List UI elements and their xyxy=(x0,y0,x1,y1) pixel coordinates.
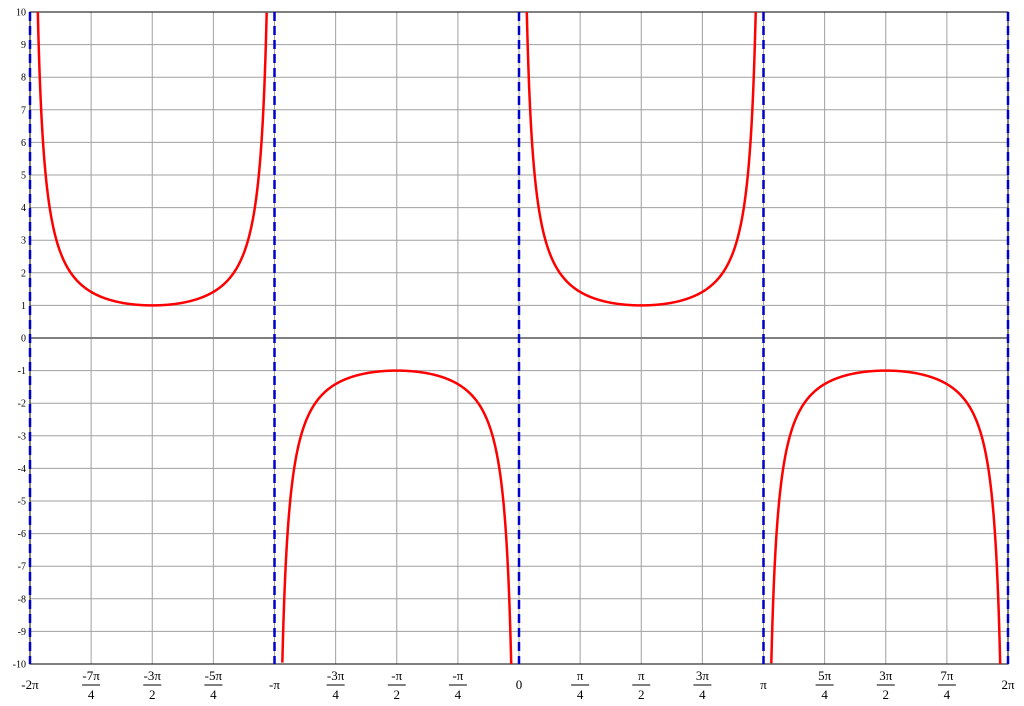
y-tick-label: 5 xyxy=(21,171,26,182)
curve xyxy=(36,11,1002,665)
x-tick-fraction: 5π4 xyxy=(815,668,834,702)
x-tick-fraction: 7π4 xyxy=(937,668,956,702)
y-tick-label: -2 xyxy=(18,399,26,410)
x-tick-fraction: 3π2 xyxy=(876,668,895,702)
y-tick-label: -1 xyxy=(18,366,26,377)
y-tick-label: -9 xyxy=(18,627,26,638)
csc-branch xyxy=(281,369,513,665)
y-tick-label: 6 xyxy=(21,138,26,149)
x-tick-fraction: -5π4 xyxy=(204,668,223,702)
x-tick-numerator: π xyxy=(577,668,584,683)
x-tick-denominator: 4 xyxy=(577,687,584,702)
x-tick-numerator: 5π xyxy=(818,668,832,683)
x-tick-numerator: 7π xyxy=(940,668,954,683)
csc-branch xyxy=(36,12,268,307)
x-tick-denominator: 2 xyxy=(638,687,645,702)
x-tick-denominator: 4 xyxy=(332,687,339,702)
x-tick-fraction: π4 xyxy=(571,668,590,702)
y-tick-label: -7 xyxy=(18,562,26,573)
x-tick-denominator: 4 xyxy=(210,687,217,702)
x-tick-denominator: 4 xyxy=(699,687,706,702)
x-tick-label: 0 xyxy=(516,677,523,692)
x-tick-denominator: 2 xyxy=(149,687,156,702)
x-tick-denominator: 4 xyxy=(944,687,951,702)
x-tick-denominator: 2 xyxy=(883,687,890,702)
y-tick-label: 8 xyxy=(21,73,26,84)
x-tick-denominator: 4 xyxy=(88,687,95,702)
x-tick-fraction: -3π2 xyxy=(143,668,161,702)
x-tick-label: 2π xyxy=(1001,677,1015,692)
y-tick-label: 9 xyxy=(21,40,26,51)
x-tick-denominator: 4 xyxy=(455,687,462,702)
x-tick-label: -π xyxy=(269,677,280,692)
y-tick-label: -4 xyxy=(18,464,26,475)
x-tick-fraction: π2 xyxy=(632,668,651,702)
x-tick-label: -2π xyxy=(21,677,39,692)
y-tick-label: 10 xyxy=(16,8,26,19)
x-tick-numerator: -3π xyxy=(327,668,345,683)
x-tick-numerator: -π xyxy=(452,668,463,683)
y-tick-label: 3 xyxy=(21,236,26,247)
y-tick-label: -5 xyxy=(18,497,26,508)
y-tick-label: 1 xyxy=(21,301,26,312)
x-tick-numerator: -7π xyxy=(82,668,100,683)
csc-branch xyxy=(525,11,757,307)
y-tick-label: -8 xyxy=(18,594,26,605)
x-tick-denominator: 2 xyxy=(394,687,401,702)
x-tick-fraction: -7π4 xyxy=(82,668,100,702)
x-tick-numerator: 3π xyxy=(879,668,893,683)
x-tick-numerator: -π xyxy=(391,668,402,683)
x-tick-numerator: -3π xyxy=(144,668,162,683)
x-tick-labels: -2π-7π4-3π2-5π4-π-3π4-π2-π40π4π23π4π5π43… xyxy=(21,668,1015,702)
y-tick-label: -3 xyxy=(18,431,26,442)
x-tick-label: π xyxy=(760,677,767,692)
x-tick-numerator: 3π xyxy=(696,668,710,683)
y-tick-label: 0 xyxy=(21,334,26,345)
y-tick-label: 2 xyxy=(21,268,26,279)
y-tick-label: 7 xyxy=(21,105,26,116)
x-tick-fraction: 3π4 xyxy=(693,668,712,702)
csc-branch xyxy=(770,369,1002,664)
x-tick-numerator: -5π xyxy=(205,668,223,683)
y-tick-label: -6 xyxy=(18,529,26,540)
x-tick-fraction: -π 4 xyxy=(448,668,467,702)
x-tick-fraction: -π 2 xyxy=(387,668,406,702)
y-tick-label: -10 xyxy=(13,660,26,671)
x-tick-numerator: π xyxy=(638,668,645,683)
y-tick-label: 4 xyxy=(21,203,26,214)
asymptotes xyxy=(28,12,1010,664)
x-tick-denominator: 4 xyxy=(821,687,828,702)
x-tick-fraction: -3π4 xyxy=(326,668,345,702)
